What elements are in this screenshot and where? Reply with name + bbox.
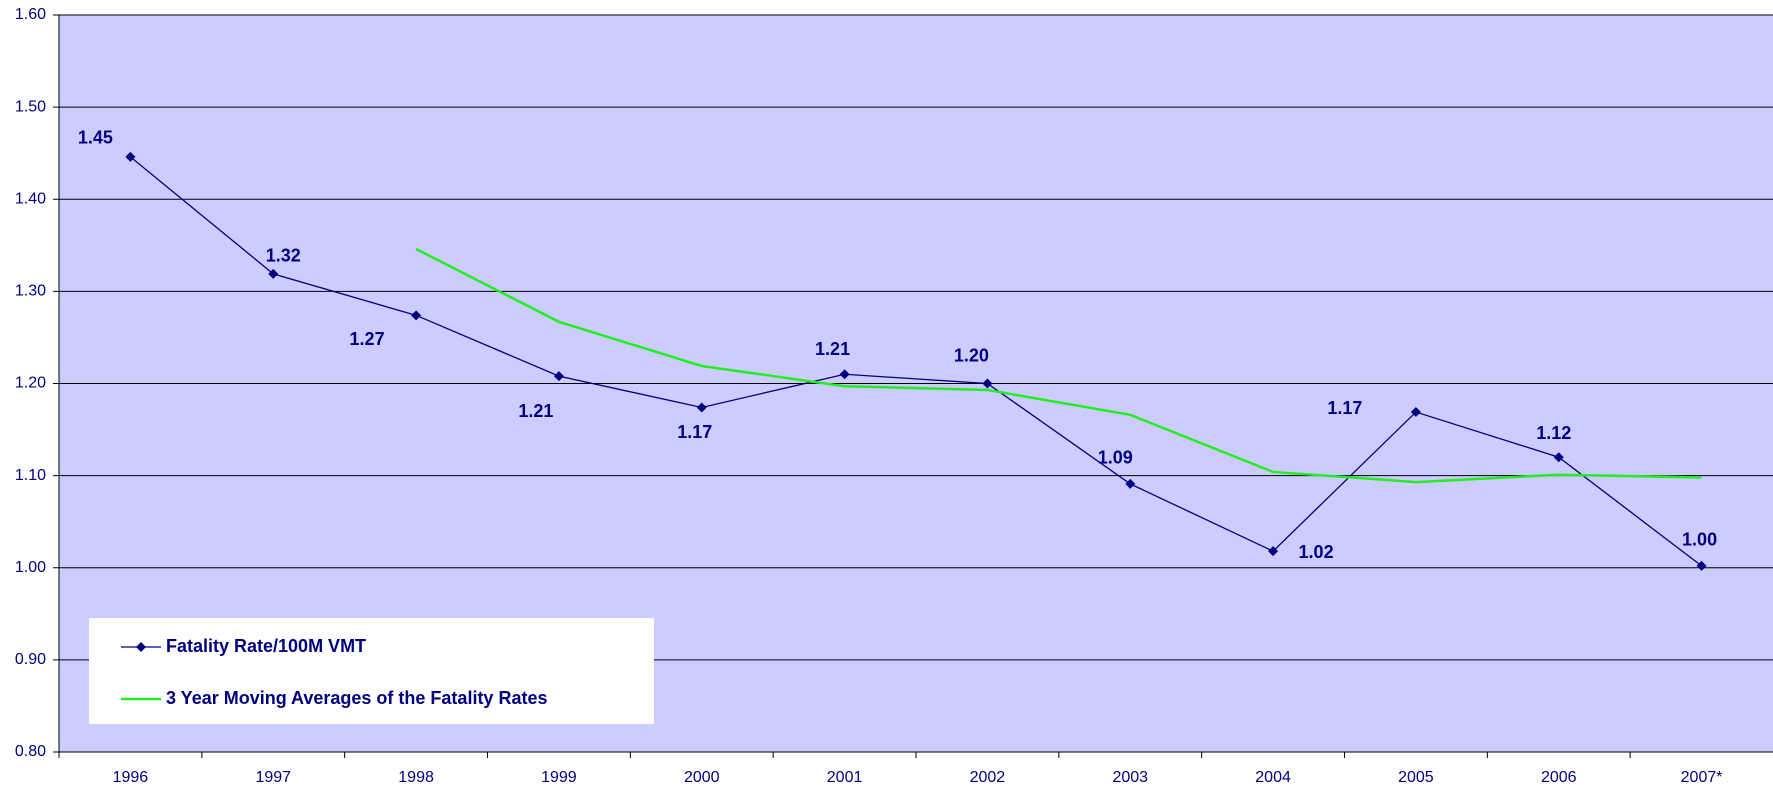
data-label: 1.17 xyxy=(677,422,712,442)
legend-label: Fatality Rate/100M VMT xyxy=(166,636,366,656)
y-tick-label: 1.10 xyxy=(15,467,46,484)
x-tick-label: 2000 xyxy=(684,769,720,786)
y-tick-label: 1.50 xyxy=(15,98,46,115)
y-tick-label: 0.80 xyxy=(15,743,46,760)
x-tick-label: 2007* xyxy=(1681,769,1723,786)
data-point xyxy=(1696,560,1707,571)
data-label: 1.45 xyxy=(78,128,113,148)
x-tick-label: 1999 xyxy=(541,769,577,786)
data-point xyxy=(1268,546,1279,557)
y-tick-label: 1.20 xyxy=(15,375,46,392)
data-point xyxy=(411,310,422,321)
data-label: 1.00 xyxy=(1682,530,1717,550)
data-label: 1.27 xyxy=(350,329,385,349)
x-tick-label: 1998 xyxy=(398,769,434,786)
data-point xyxy=(1125,478,1136,489)
data-label: 1.09 xyxy=(1098,448,1133,468)
data-label: 1.21 xyxy=(518,401,553,421)
data-label: 1.17 xyxy=(1327,398,1362,418)
data-point xyxy=(839,369,850,380)
y-tick-label: 1.40 xyxy=(15,190,46,207)
y-tick-label: 1.30 xyxy=(15,283,46,300)
x-tick-label: 2002 xyxy=(970,769,1006,786)
y-tick-label: 1.00 xyxy=(15,559,46,576)
data-point xyxy=(982,378,993,389)
data-point xyxy=(696,402,707,413)
legend-marker xyxy=(136,642,146,652)
legend xyxy=(89,618,654,724)
data-label: 1.02 xyxy=(1299,542,1334,562)
y-tick-label: 1.60 xyxy=(15,6,46,23)
data-label: 1.12 xyxy=(1536,423,1571,443)
series-line xyxy=(130,156,1702,567)
x-tick-label: 1996 xyxy=(113,769,149,786)
data-label: 1.32 xyxy=(266,246,301,266)
x-tick-label: 2001 xyxy=(827,769,863,786)
x-tick-label: 1997 xyxy=(255,769,291,786)
data-point xyxy=(125,151,136,162)
x-tick-label: 2004 xyxy=(1255,769,1291,786)
x-tick-label: 2003 xyxy=(1112,769,1148,786)
series-line xyxy=(415,247,1702,484)
x-tick-label: 2005 xyxy=(1398,769,1434,786)
data-label: 1.20 xyxy=(954,345,989,365)
data-point xyxy=(553,371,564,382)
data-label: 1.21 xyxy=(815,339,850,359)
legend-label: 3 Year Moving Averages of the Fatality R… xyxy=(166,688,547,708)
data-point xyxy=(268,268,279,279)
y-tick-label: 0.90 xyxy=(15,651,46,668)
x-tick-label: 2006 xyxy=(1541,769,1577,786)
data-point xyxy=(1553,452,1564,463)
data-point xyxy=(1410,407,1421,418)
